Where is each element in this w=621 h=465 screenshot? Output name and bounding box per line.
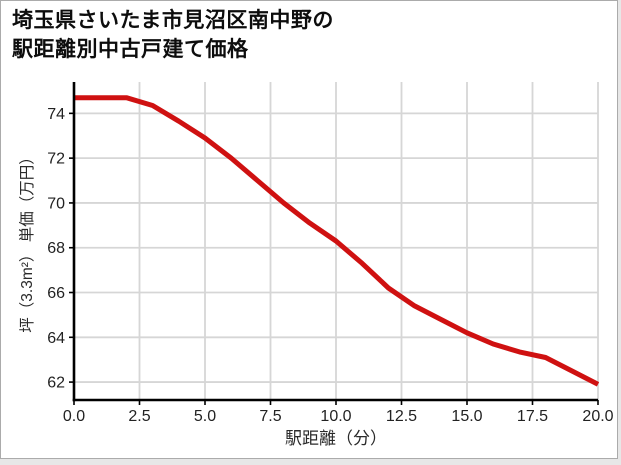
chart-title-line1: 埼玉県さいたま市見沼区南中野の bbox=[12, 9, 334, 32]
chart-title: 埼玉県さいたま市見沼区南中野の 駅距離別中古戸建て価格 bbox=[12, 6, 334, 64]
x-tick-label: 10.0 bbox=[320, 408, 351, 425]
y-tick-label: 62 bbox=[47, 375, 65, 392]
x-tick-label: 17.5 bbox=[517, 408, 548, 425]
x-tick-label: 5.0 bbox=[194, 408, 216, 425]
x-tick-label: 7.5 bbox=[259, 408, 281, 425]
y-tick-label: 64 bbox=[47, 330, 65, 347]
x-tick-label: 0.0 bbox=[63, 408, 85, 425]
price-line bbox=[74, 95, 600, 387]
x-tick-label: 2.5 bbox=[128, 408, 150, 425]
x-tick-label: 20.0 bbox=[582, 408, 613, 425]
x-tick-label: 12.5 bbox=[386, 408, 417, 425]
y-tick-label: 70 bbox=[47, 195, 65, 212]
y-tick-label: 74 bbox=[47, 106, 65, 123]
y-tick-label: 66 bbox=[47, 285, 65, 302]
x-axis-label: 駅距離（分） bbox=[285, 429, 387, 448]
y-tick-label: 68 bbox=[47, 240, 65, 257]
chart-title-line2: 駅距離別中古戸建て価格 bbox=[12, 38, 249, 61]
x-tick-label: 15.0 bbox=[451, 408, 482, 425]
y-tick-label: 72 bbox=[47, 151, 65, 168]
y-axis-label: 坪（3.3m²） 単価（万円） bbox=[19, 149, 36, 333]
